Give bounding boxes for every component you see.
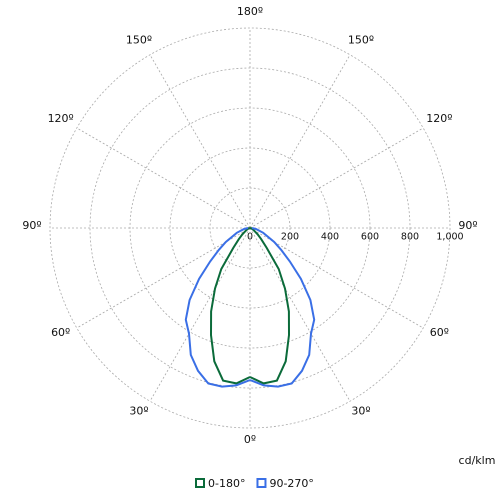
angle-label: 30º [351, 404, 370, 417]
legend-label: 0-180° [208, 477, 245, 490]
spoke [249, 127, 424, 229]
angle-label: 150º [126, 34, 152, 47]
angle-label: 0º [244, 433, 256, 446]
spoke [249, 227, 424, 329]
legend-swatch [195, 478, 205, 488]
spoke [149, 227, 251, 402]
angle-label: 60º [430, 326, 449, 339]
angle-label: 90º [458, 219, 477, 232]
legend-label: 90-270° [269, 477, 313, 490]
series-curve [249, 227, 316, 388]
series-curve [184, 227, 251, 388]
angle-label: 90º [22, 219, 41, 232]
angle-label: 60º [51, 326, 70, 339]
angle-label: 150º [348, 34, 374, 47]
grid-circle [49, 27, 451, 429]
unit-label: cd/klm [459, 454, 496, 467]
spoke [76, 127, 251, 229]
angle-label: 180º [237, 5, 263, 18]
angle-label: 120º [426, 112, 452, 125]
r-tick-label: 400 [321, 232, 339, 243]
r-tick-label: 200 [281, 232, 299, 243]
legend-swatch [256, 478, 267, 488]
angle-label: 30º [129, 404, 148, 417]
angle-label: 120º [48, 112, 74, 125]
spoke [249, 54, 351, 229]
spoke [76, 227, 251, 329]
spoke [149, 54, 251, 229]
series-curve [209, 227, 251, 385]
r-tick-label: 1,000 [436, 232, 463, 243]
r-tick-label: 800 [401, 232, 419, 243]
r-tick-label: 600 [361, 232, 379, 243]
series-curve [249, 227, 291, 385]
spoke [249, 227, 351, 402]
